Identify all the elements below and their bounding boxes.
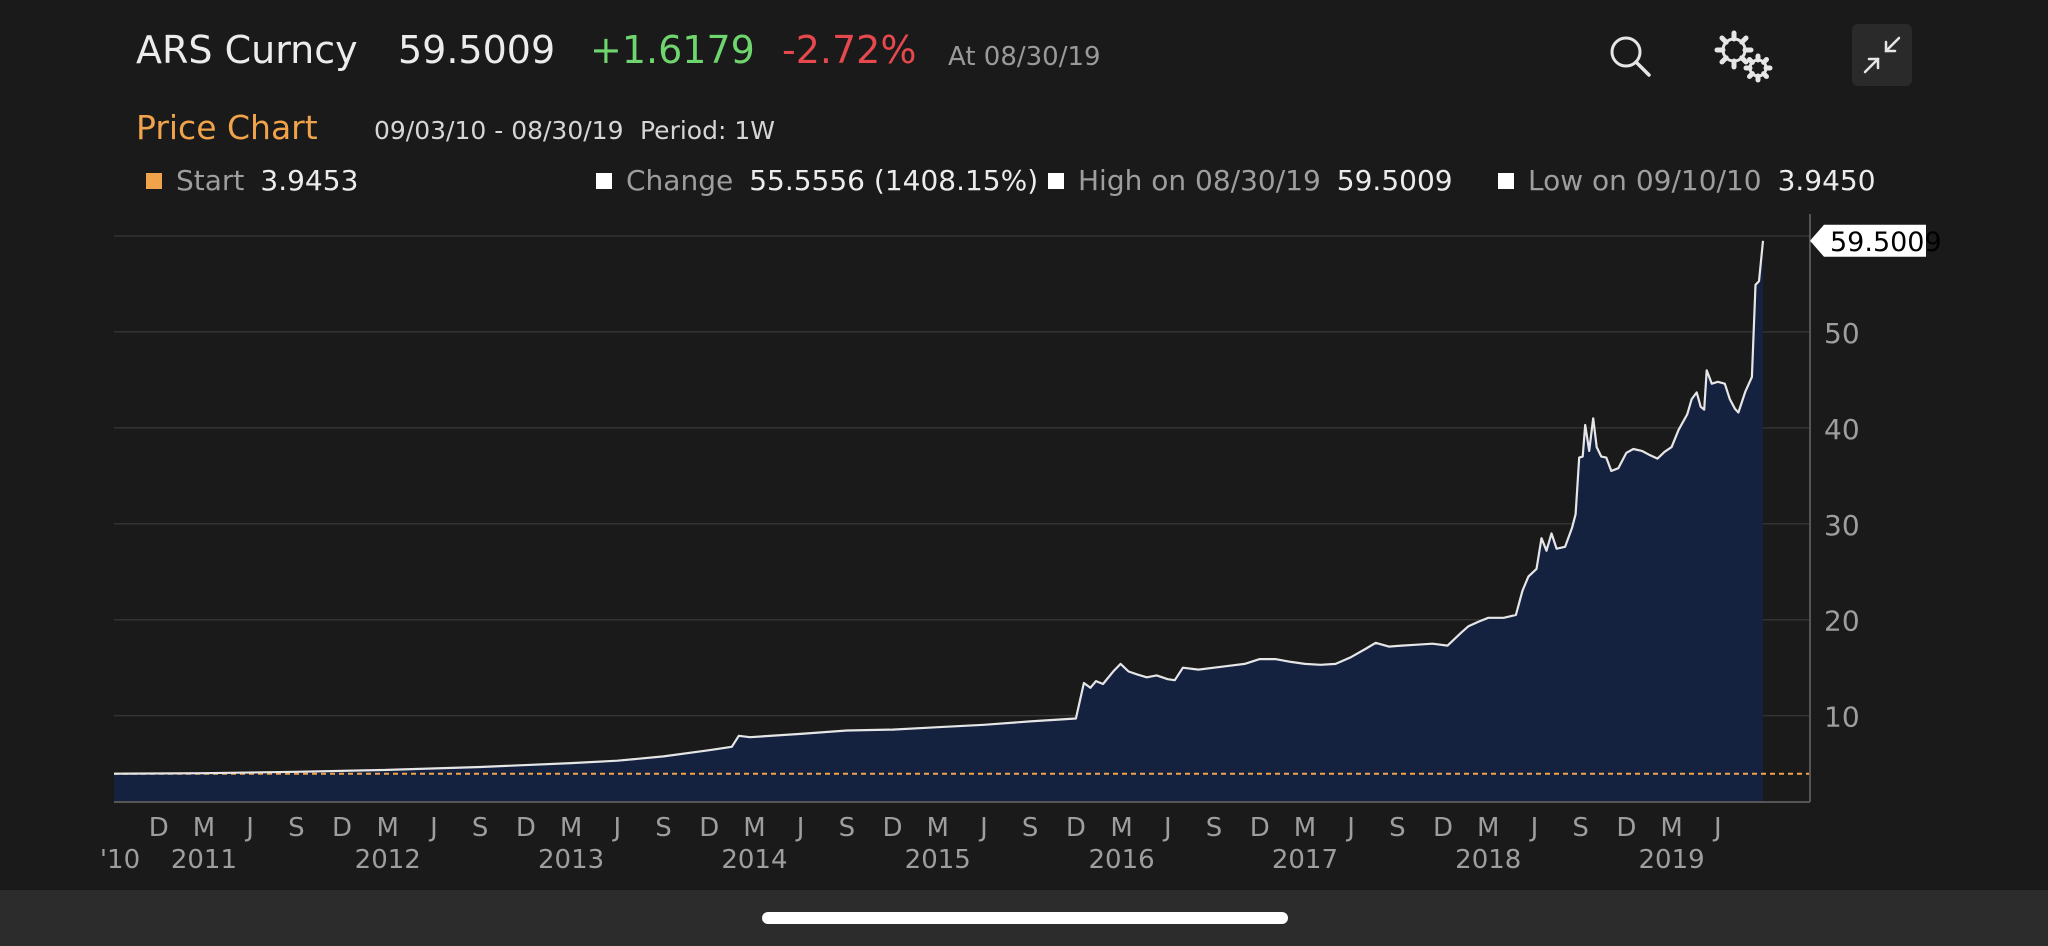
x-month-tick-label: J bbox=[611, 813, 621, 843]
settings-button[interactable] bbox=[1706, 24, 1778, 88]
x-year-label: 2014 bbox=[721, 845, 787, 875]
x-month-tick-label: D bbox=[883, 813, 903, 843]
x-month-tick-label: J bbox=[1529, 813, 1539, 843]
last-price: 59.5009 bbox=[398, 28, 556, 72]
x-month-tick-label: M bbox=[1660, 813, 1682, 843]
x-month-tick-label: S bbox=[288, 813, 305, 843]
x-month-tick-label: M bbox=[1110, 813, 1132, 843]
stat-change: Change 55.5556 (1408.15%) bbox=[596, 164, 1038, 197]
x-month-tick-label: M bbox=[927, 813, 949, 843]
last-value-label: 59.5009 bbox=[1830, 227, 1942, 258]
y-tick-label: 10 bbox=[1824, 701, 1860, 734]
collapse-button[interactable] bbox=[1852, 24, 1912, 86]
x-month-tick-label: J bbox=[978, 813, 988, 843]
x-month-tick-label: M bbox=[560, 813, 582, 843]
legend-swatch bbox=[1048, 172, 1064, 189]
x-year-label: 2016 bbox=[1088, 845, 1154, 875]
x-month-tick-label: D bbox=[1616, 813, 1636, 843]
settings-icon bbox=[1714, 30, 1773, 83]
x-month-tick-label: D bbox=[1066, 813, 1086, 843]
x-year-label: 2018 bbox=[1455, 845, 1521, 875]
as-of-date: At 08/30/19 bbox=[948, 42, 1101, 72]
stat-low: Low on 09/10/10 3.9450 bbox=[1498, 164, 1876, 197]
x-month-tick-label: J bbox=[244, 813, 254, 843]
chart-title: Price Chart bbox=[136, 108, 318, 147]
x-month-tick-label: D bbox=[149, 813, 169, 843]
home-bar-area bbox=[0, 890, 2048, 946]
stat-start: Start 3.9453 bbox=[146, 164, 358, 197]
x-month-tick-label: J bbox=[1345, 813, 1355, 843]
y-tick-label: 40 bbox=[1824, 413, 1860, 446]
net-change: +1.6179 bbox=[590, 28, 755, 72]
y-tick-label: 30 bbox=[1824, 509, 1860, 542]
x-month-tick-label: M bbox=[1477, 813, 1499, 843]
x-year-label: 2011 bbox=[171, 845, 237, 875]
stat-high: High on 08/30/19 59.5009 bbox=[1048, 164, 1453, 197]
x-month-tick-label: D bbox=[516, 813, 536, 843]
x-month-tick-label: M bbox=[193, 813, 215, 843]
y-tick-label: 50 bbox=[1824, 317, 1860, 350]
x-month-tick-label: S bbox=[472, 813, 489, 843]
x-month-tick-label: S bbox=[839, 813, 856, 843]
ticker-symbol: ARS Curncy bbox=[136, 28, 358, 72]
x-month-tick-label: M bbox=[377, 813, 399, 843]
last-value-tag bbox=[1810, 224, 1926, 257]
home-indicator[interactable] bbox=[762, 912, 1288, 924]
x-month-tick-label: J bbox=[1162, 813, 1172, 843]
x-year-label: 2012 bbox=[355, 845, 421, 875]
search-icon bbox=[1610, 36, 1651, 77]
x-year-label: 2015 bbox=[905, 845, 971, 875]
x-month-tick-label: S bbox=[1572, 813, 1589, 843]
x-month-tick-label: D bbox=[1250, 813, 1270, 843]
stat-value: 59.5009 bbox=[1336, 164, 1453, 197]
x-month-tick-label: J bbox=[795, 813, 805, 843]
x-month-tick-label: M bbox=[743, 813, 765, 843]
y-tick-label: 20 bbox=[1824, 605, 1860, 638]
percent-change: -2.72% bbox=[782, 28, 917, 72]
x-month-tick-label: S bbox=[1206, 813, 1223, 843]
x-year-label: 2013 bbox=[538, 845, 604, 875]
stat-label: Start bbox=[176, 164, 245, 197]
x-month-tick-label: J bbox=[428, 813, 438, 843]
legend-swatch bbox=[1498, 172, 1514, 189]
x-month-tick-label: S bbox=[1022, 813, 1039, 843]
price-line bbox=[113, 240, 1765, 775]
x-month-tick-label: D bbox=[332, 813, 352, 843]
x-year-label: '10 bbox=[100, 845, 140, 875]
collapse-icon bbox=[1863, 36, 1901, 74]
stat-label: Low on 09/10/10 bbox=[1528, 164, 1762, 197]
search-button[interactable] bbox=[1602, 28, 1658, 84]
legend-swatch bbox=[146, 172, 162, 189]
stat-label: Change bbox=[626, 164, 734, 197]
x-year-label: 2019 bbox=[1638, 845, 1704, 875]
stat-value: 3.9453 bbox=[260, 164, 359, 197]
x-month-tick-label: J bbox=[1712, 813, 1722, 843]
stat-value: 3.9450 bbox=[1777, 164, 1876, 197]
x-year-label: 2017 bbox=[1272, 845, 1338, 875]
x-month-tick-label: D bbox=[699, 813, 719, 843]
x-month-tick-label: S bbox=[1389, 813, 1406, 843]
x-month-tick-label: S bbox=[655, 813, 672, 843]
period-selector[interactable]: Period: 1W bbox=[640, 116, 775, 145]
stat-label: High on 08/30/19 bbox=[1078, 164, 1321, 197]
price-area bbox=[114, 240, 1763, 803]
x-month-tick-label: D bbox=[1433, 813, 1453, 843]
date-range: 09/03/10 - 08/30/19 bbox=[374, 116, 624, 145]
legend-swatch bbox=[596, 172, 612, 189]
stat-value: 55.5556 (1408.15%) bbox=[749, 164, 1039, 197]
x-month-tick-label: M bbox=[1294, 813, 1316, 843]
